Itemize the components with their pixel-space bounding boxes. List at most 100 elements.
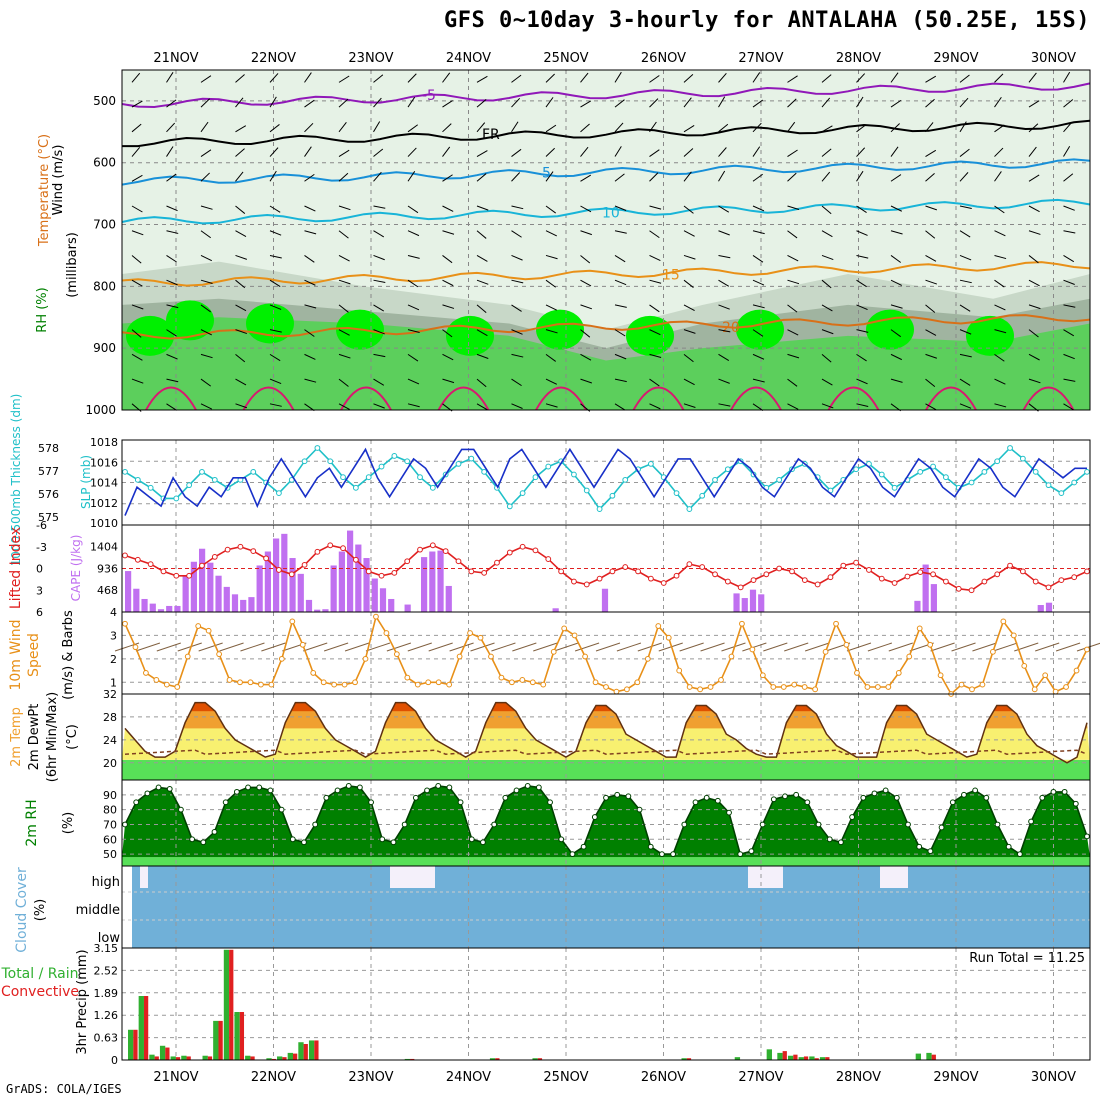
wind-barb [235, 353, 246, 363]
rh-line-marker [345, 783, 352, 789]
wind-speed-line-marker [488, 653, 494, 660]
y-tick-label: 900 [93, 341, 116, 355]
wind-barb [787, 205, 800, 210]
thickness-line-marker [776, 476, 783, 483]
thickness-line-marker [468, 455, 475, 462]
wind-barb [890, 255, 902, 263]
wind-barb [649, 353, 662, 358]
wind-speed-line-marker [1084, 646, 1090, 653]
lifted-index-line-marker [930, 571, 936, 578]
thickness-line-marker [1071, 479, 1078, 486]
wind10m-axis-label: 10m Wind [8, 619, 24, 690]
wind-barb [614, 255, 626, 263]
cape-bar [347, 530, 354, 612]
lifted-index-line-marker [1084, 568, 1090, 575]
wind-barb [614, 230, 627, 234]
rh-line-marker [547, 799, 553, 806]
y-tick-label: 1000 [85, 403, 116, 417]
wind-speed-line-marker [163, 681, 170, 688]
wind-barb [442, 378, 455, 384]
date-label-bottom: 29NOV [933, 1070, 978, 1085]
date-label-bottom: 24NOV [446, 1070, 491, 1085]
wind-barb [131, 174, 143, 182]
wind-barb [131, 279, 143, 287]
wind-barb [200, 121, 209, 133]
wind-barb [476, 353, 489, 359]
lifted-index-line-marker [814, 581, 821, 588]
precip-conv-bar [250, 1056, 255, 1060]
wind-barb [476, 304, 487, 314]
wind-barb [959, 121, 967, 133]
wind-barb [614, 378, 627, 383]
wind-speed-line-marker [582, 653, 588, 660]
wind-barb [614, 71, 622, 83]
wind-barb [338, 255, 350, 262]
rh-axis-label: RH (%) [35, 287, 50, 332]
wind-barb [683, 329, 696, 334]
slp-tick-label: 1016 [90, 456, 118, 469]
wind-barb [580, 72, 589, 83]
wind-barb [649, 403, 661, 410]
cape-bar [733, 593, 740, 612]
precip-conv-bar [825, 1057, 830, 1060]
cape-bar [355, 544, 362, 612]
wind-barb [994, 96, 1002, 108]
precip-total-bar [532, 1058, 538, 1060]
wind-barb [511, 254, 523, 261]
wind-speed-line-marker [676, 667, 683, 674]
wind-barb [512, 642, 537, 652]
precip-conv-bar [803, 1056, 809, 1060]
rh-line-marker [133, 799, 140, 806]
wind-barb [821, 74, 832, 83]
cape-bar [281, 533, 288, 612]
wind-barb [925, 149, 937, 157]
wind-barb [595, 642, 621, 652]
rh-line-marker [446, 784, 453, 791]
thickness-line-marker [1019, 455, 1026, 462]
lifted-index-line-marker [147, 561, 154, 568]
temperature-contour [122, 119, 1091, 148]
thickness-line-marker [1058, 490, 1065, 497]
rh-cell [246, 303, 294, 344]
wind-barb [200, 230, 212, 239]
temperature-contour [121, 198, 1091, 225]
wind-speed-line-marker [132, 644, 139, 651]
thickness-line-marker [853, 466, 860, 473]
wind-barb [373, 230, 385, 238]
wind-speed-line-marker [739, 620, 745, 627]
wind-speed-line-marker [122, 620, 128, 627]
thickness-line-marker [211, 476, 218, 483]
slp-tick-label: 1010 [90, 517, 118, 530]
wind-barb [476, 378, 487, 388]
temp-area-mild [122, 702, 1090, 763]
wind-speed-line-marker [937, 672, 944, 679]
wind-barb [200, 255, 213, 262]
cape-tick-label: 1404 [90, 541, 118, 554]
wind-barb [1063, 353, 1075, 360]
wind-speed-line-marker [1073, 667, 1080, 674]
lifted-index-line-marker [288, 571, 295, 578]
wind-barb [131, 378, 144, 384]
wind-barb [261, 642, 286, 652]
wind-speed-line-marker [780, 684, 787, 690]
thickness-tick-label: 577 [38, 465, 59, 478]
rh-line-marker [927, 848, 934, 855]
rh-line-marker [166, 785, 173, 792]
wind-barb [856, 73, 866, 83]
lifted-index-line-marker [519, 543, 526, 550]
cloud-level-label: middle [76, 903, 120, 918]
wind-barb [888, 642, 913, 652]
wind-barb [235, 279, 246, 289]
wind-speed-line-marker [1010, 632, 1017, 639]
date-label-top: 24NOV [446, 51, 491, 66]
wind-barb [718, 147, 727, 157]
lifted-index-line-marker [237, 543, 244, 550]
cape-bar [297, 573, 304, 612]
precip-total-bar [234, 1012, 240, 1060]
precip-conv-bar [303, 1044, 308, 1060]
wind-speed-line-marker [268, 681, 275, 688]
wind-barb [890, 72, 899, 83]
wind-speed-line-marker [550, 648, 557, 655]
wind-speed-line-marker [247, 679, 254, 686]
wind-barb [1028, 304, 1041, 310]
